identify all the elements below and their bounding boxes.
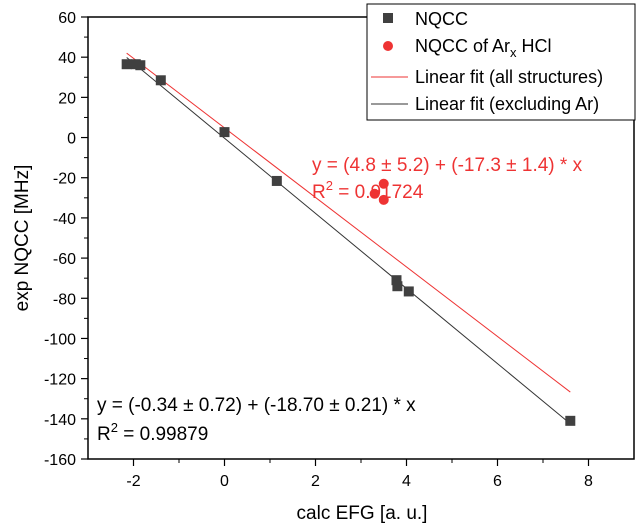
fit-r2-all-exp: 2 [326, 178, 333, 193]
fit-annotation-all: y = (4.8 ± 5.2) + (-17.3 ± 1.4) * x R2 =… [312, 155, 583, 203]
legend-label-fit-all: Linear fit (all structures) [415, 67, 603, 87]
legend-marker-nqcc-ar [383, 41, 393, 51]
fit-r2-excl: R2 = 0.99879 [97, 420, 208, 445]
x-axis-title: calc EFG [a. u.] [297, 503, 428, 524]
x-axis-ticks: -2 0 2 4 6 8 [126, 459, 593, 490]
fit-line-all [126, 52, 571, 393]
y-axis-title: exp NQCC [MHz] [12, 165, 33, 312]
legend-label-nqcc-ar-sub: x [510, 45, 517, 60]
data-point-nqcc-ar [369, 188, 380, 199]
data-point-nqcc-ar [378, 194, 389, 205]
data-point-nqcc [219, 127, 230, 138]
x-tick-label: 0 [220, 473, 229, 490]
data-point-nqcc [391, 275, 402, 286]
x-tick-label: 2 [311, 473, 320, 490]
legend-box [366, 3, 636, 121]
legend-label-nqcc-ar-rest: HCl [517, 36, 552, 56]
x-tick-label: -2 [126, 473, 140, 490]
legend-label-fit-excl: Linear fit (excluding Ar) [415, 94, 599, 114]
data-point-nqcc-ar [378, 178, 389, 189]
y-tick-label: 20 [58, 90, 76, 107]
x-tick-label: 4 [402, 473, 411, 490]
fit-line-excl [126, 57, 571, 425]
fit-r2-excl-value: = 0.99879 [118, 424, 208, 445]
y-tick-label: -60 [53, 251, 76, 268]
fit-equation-all: y = (4.8 ± 5.2) + (-17.3 ± 1.4) * x [312, 155, 583, 176]
y-tick-label: -120 [44, 372, 76, 389]
y-tick-label: 40 [58, 50, 76, 67]
legend-label-nqcc-ar: NQCC of Arx HCl [415, 36, 552, 60]
fit-lines [126, 52, 571, 425]
legend-marker-nqcc [383, 13, 393, 23]
y-tick-label: -20 [53, 171, 76, 188]
data-point-nqcc [403, 286, 414, 297]
legend-label-nqcc-ar-main: NQCC of Ar [415, 36, 510, 56]
fit-r2-all-value: = 0.91724 [333, 182, 424, 203]
fit-r2-all-label: R [312, 182, 326, 203]
x-tick-label: 8 [584, 473, 593, 490]
data-point-nqcc [271, 175, 282, 186]
data-point-nqcc [135, 60, 146, 71]
y-tick-label: 60 [58, 10, 76, 27]
data-point-nqcc [155, 75, 166, 86]
fit-r2-excl-label: R [97, 424, 111, 445]
y-tick-label: -80 [53, 291, 76, 308]
x-tick-label: 6 [493, 473, 502, 490]
data-points [121, 59, 576, 426]
legend: NQCC NQCC of Arx HCl Linear fit (all str… [366, 3, 636, 121]
fit-annotation-excl: y = (-0.34 ± 0.72) + (-18.70 ± 0.21) * x… [97, 395, 416, 445]
data-point-nqcc [565, 415, 576, 426]
y-tick-label: -160 [44, 452, 76, 469]
fit-r2-excl-exp: 2 [111, 420, 118, 435]
legend-label-nqcc: NQCC [415, 9, 468, 29]
y-axis-ticks: 60 40 20 0 -20 -40 -60 -80 -100 -120 -140 -160 [44, 10, 88, 469]
y-tick-label: -40 [53, 211, 76, 228]
data-point-nqcc [392, 281, 403, 292]
fit-equation-excl: y = (-0.34 ± 0.72) + (-18.70 ± 0.21) * x [97, 395, 416, 416]
data-point-nqcc [121, 59, 132, 70]
fit-r2-all: R2 = 0.91724 [312, 178, 424, 203]
y-tick-label: -100 [44, 331, 76, 348]
y-tick-label: 0 [67, 131, 76, 148]
y-tick-label: -140 [44, 412, 76, 429]
